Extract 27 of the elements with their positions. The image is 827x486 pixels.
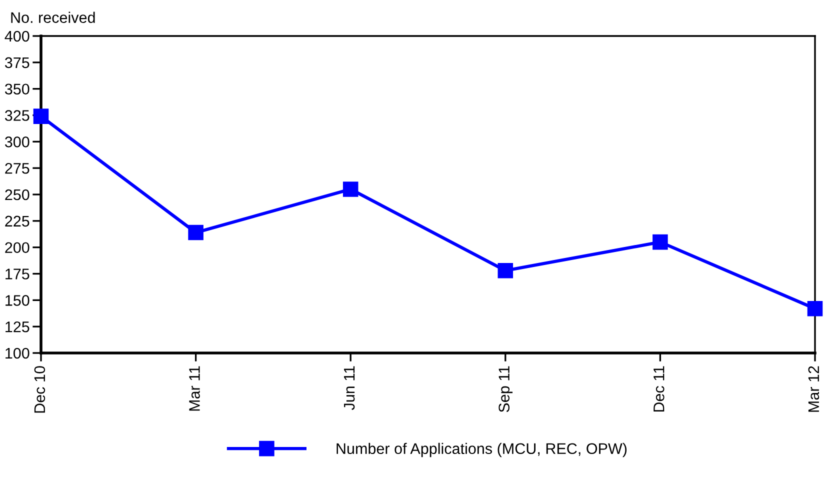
point <box>342 182 358 197</box>
y-tick-label: 100 <box>6 348 30 359</box>
point <box>807 300 823 316</box>
y-tick-label: 275 <box>5 162 30 174</box>
y-tick-label: 225 <box>5 216 30 227</box>
x-tick-label: Mar 11 <box>189 366 200 411</box>
y-tick-label: 350 <box>4 84 30 95</box>
x-tick-label: Mar 12 <box>808 366 820 412</box>
point <box>188 224 204 240</box>
x-tick-label: Dec 11 <box>654 366 664 412</box>
y-tick-label: 200 <box>5 242 30 254</box>
y-tick-label: 400 <box>4 30 30 42</box>
y-tick-label: 300 <box>4 136 30 148</box>
y-tick-label: 125 <box>6 321 30 332</box>
y-tick-label: 150 <box>6 295 30 306</box>
y-tick-label: 325 <box>4 110 30 121</box>
point <box>33 108 49 124</box>
y-tick-label: 250 <box>5 189 30 200</box>
x-tick-label: Dec 10 <box>34 366 46 413</box>
y-tick-label: 175 <box>6 268 30 280</box>
y-tick-label: 375 <box>4 57 30 68</box>
x-tick-label: Jun 11 <box>344 366 355 410</box>
point <box>652 234 668 250</box>
legend-label: Number of Applications (MCU, REC, OPW) <box>336 442 627 458</box>
x-tick-label: Sep 11 <box>498 366 513 412</box>
point <box>498 262 514 278</box>
y-axis-title: No. received <box>11 12 95 23</box>
